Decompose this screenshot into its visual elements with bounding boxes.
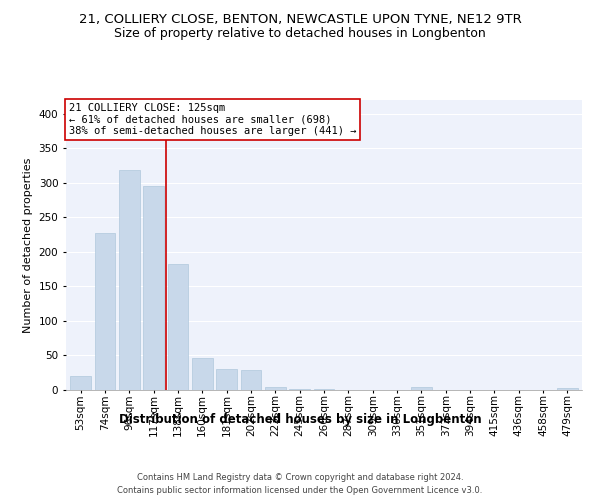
Text: 21 COLLIERY CLOSE: 125sqm
← 61% of detached houses are smaller (698)
38% of semi: 21 COLLIERY CLOSE: 125sqm ← 61% of detac…: [68, 103, 356, 136]
Text: Contains public sector information licensed under the Open Government Licence v3: Contains public sector information licen…: [118, 486, 482, 495]
Bar: [557, 388, 578, 390]
Bar: [70, 376, 91, 390]
Bar: [265, 386, 286, 390]
Bar: [241, 370, 262, 390]
Text: Distribution of detached houses by size in Longbenton: Distribution of detached houses by size …: [119, 412, 481, 426]
Bar: [216, 370, 237, 390]
Text: Size of property relative to detached houses in Longbenton: Size of property relative to detached ho…: [114, 28, 486, 40]
Y-axis label: Number of detached properties: Number of detached properties: [23, 158, 33, 332]
Bar: [143, 186, 164, 390]
Text: 21, COLLIERY CLOSE, BENTON, NEWCASTLE UPON TYNE, NE12 9TR: 21, COLLIERY CLOSE, BENTON, NEWCASTLE UP…: [79, 12, 521, 26]
Bar: [411, 386, 432, 390]
Bar: [192, 358, 212, 390]
Bar: [167, 264, 188, 390]
Text: Contains HM Land Registry data © Crown copyright and database right 2024.: Contains HM Land Registry data © Crown c…: [137, 472, 463, 482]
Bar: [95, 232, 115, 390]
Bar: [119, 170, 140, 390]
